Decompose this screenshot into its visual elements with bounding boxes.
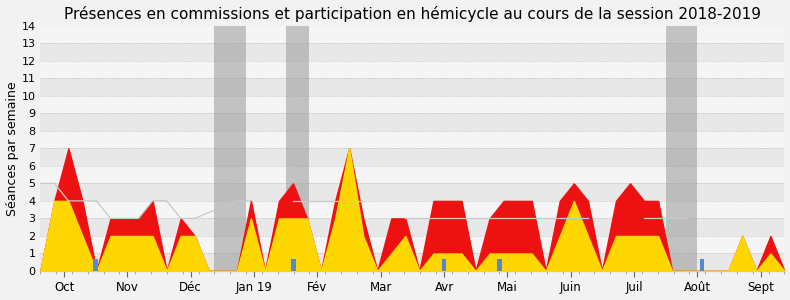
Bar (286, 26, 310, 271)
Bar (40, 61, 784, 78)
Bar (40, 113, 784, 131)
Bar (442, 259, 446, 271)
Bar (700, 259, 705, 271)
Bar (93, 259, 98, 271)
Bar (40, 131, 784, 148)
Bar (292, 259, 296, 271)
Bar (40, 148, 784, 166)
Bar (214, 26, 246, 271)
Bar (497, 259, 502, 271)
Bar (40, 236, 784, 254)
Bar (40, 183, 784, 201)
Y-axis label: Séances par semaine: Séances par semaine (6, 81, 18, 216)
Bar (666, 26, 698, 271)
Bar (40, 26, 784, 43)
Bar (40, 78, 784, 96)
Bar (40, 96, 784, 113)
Bar (40, 218, 784, 236)
Bar (40, 201, 784, 218)
Title: Présences en commissions et participation en hémicycle au cours de la session 20: Présences en commissions et participatio… (64, 6, 761, 22)
Bar (40, 254, 784, 271)
Bar (40, 43, 784, 61)
Bar (40, 166, 784, 183)
